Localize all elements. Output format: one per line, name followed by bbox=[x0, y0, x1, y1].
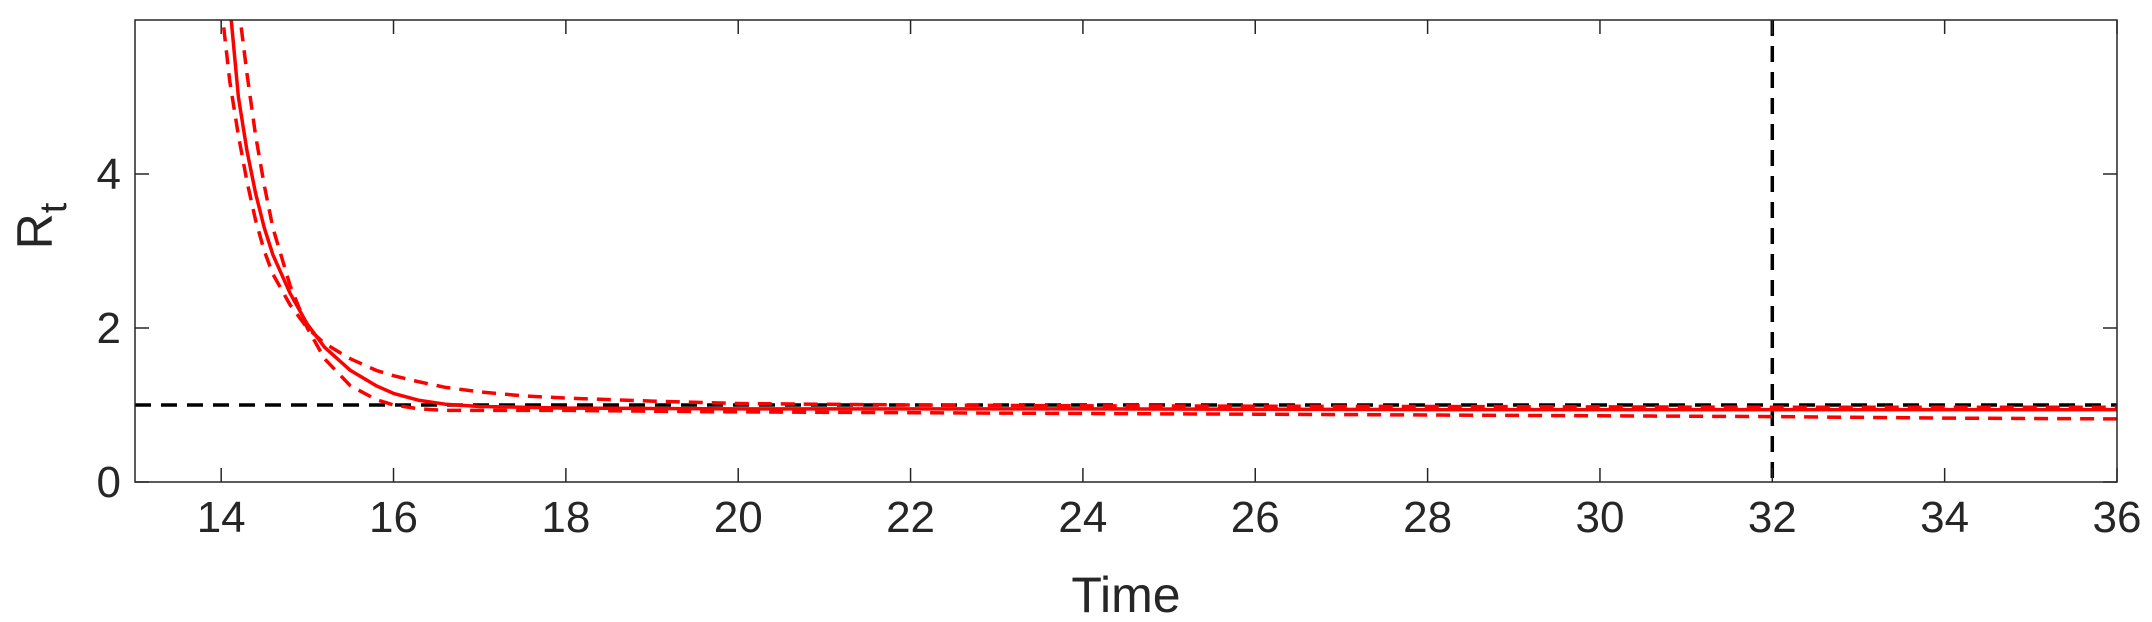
y-tick-label: 2 bbox=[97, 304, 121, 353]
y-tick-labels: 0 2 4 bbox=[97, 150, 121, 507]
x-tick-label: 30 bbox=[1575, 493, 1624, 542]
y-tick-label: 4 bbox=[97, 150, 121, 199]
series-group bbox=[221, 20, 2117, 421]
x-tick-label: 34 bbox=[1920, 493, 1969, 542]
x-tick-label: 22 bbox=[886, 493, 935, 542]
series-line-3 bbox=[238, 20, 2117, 421]
x-tick-label: 14 bbox=[197, 493, 246, 542]
x-tick-label: 28 bbox=[1403, 493, 1452, 542]
x-tick-label: 18 bbox=[541, 493, 590, 542]
x-tick-label: 24 bbox=[1058, 493, 1107, 542]
y-axis-label-subscript: t bbox=[33, 202, 75, 213]
x-tick-labels: 14 16 18 20 22 24 26 28 30 32 34 36 bbox=[197, 493, 2142, 542]
y-tick-label: 0 bbox=[97, 458, 121, 507]
series-line-1 bbox=[229, 20, 2117, 412]
x-tick-label: 20 bbox=[714, 493, 763, 542]
x-tick-label: 16 bbox=[369, 493, 418, 542]
x-tick-label: 36 bbox=[2093, 493, 2142, 542]
x-tick-label: 32 bbox=[1748, 493, 1797, 542]
y-axis-label-main: R bbox=[7, 213, 63, 249]
tick-marks bbox=[135, 20, 2118, 483]
plot-area-frame bbox=[134, 19, 2118, 483]
x-tick-label: 26 bbox=[1231, 493, 1280, 542]
series-line-2 bbox=[221, 20, 2117, 410]
y-axis-label: Rt bbox=[7, 202, 75, 249]
x-axis-label: Time bbox=[1071, 567, 1180, 622]
